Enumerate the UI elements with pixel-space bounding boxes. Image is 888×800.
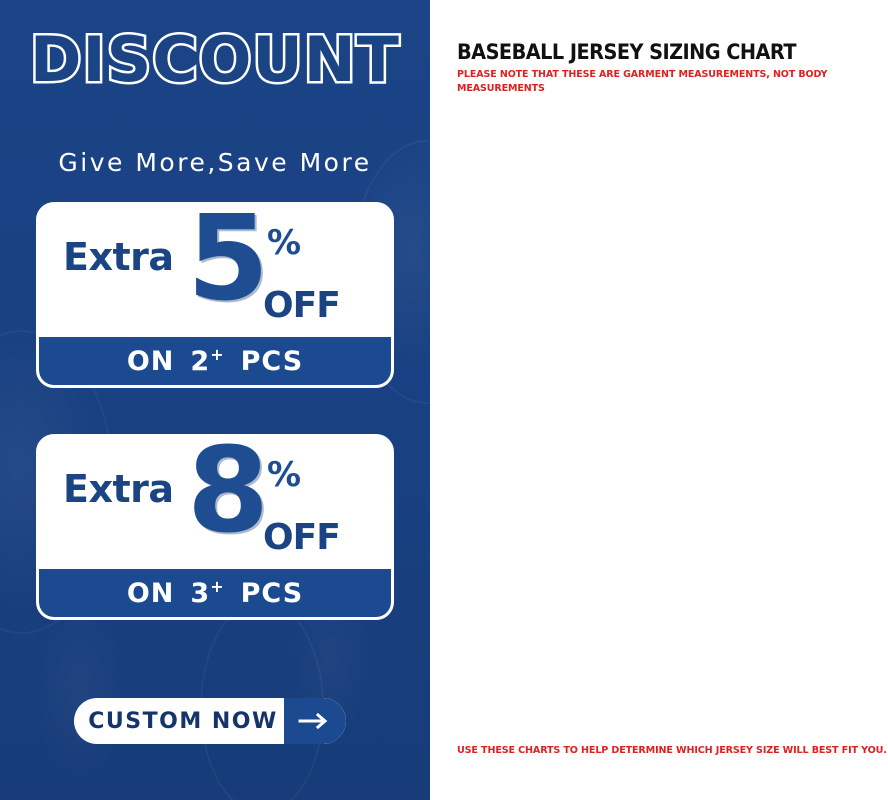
offer-card-body: Extra 8 % OFF xyxy=(39,437,391,569)
offer-condition-bar: ON 3+ PCS xyxy=(39,569,391,617)
offer-off-label: OFF xyxy=(263,517,341,558)
offer-card-body: Extra 5 % OFF xyxy=(39,205,391,337)
offer-card-5-percent[interactable]: Extra 5 % OFF ON 2+ PCS xyxy=(36,202,394,388)
chart-disclaimer-note: PLEASE NOTE THAT THESE ARE GARMENT MEASU… xyxy=(457,69,828,94)
custom-now-label: CUSTOM NOW xyxy=(88,708,278,734)
custom-now-button[interactable]: CUSTOM NOW xyxy=(74,698,346,744)
offer-quantity: 2+ xyxy=(190,345,224,377)
discount-headline: DISCOUNT xyxy=(28,23,402,96)
offer-extra-label: Extra xyxy=(63,235,174,279)
chart-title: BASEBALL JERSEY SIZING CHART xyxy=(457,40,797,64)
offer-percent-symbol: % xyxy=(267,223,302,263)
sizing-chart-panel: BASEBALL JERSEY SIZING CHART PLEASE NOTE… xyxy=(430,0,888,800)
offer-quantity: 3+ xyxy=(190,577,224,609)
offer-quantity-value: 2 xyxy=(190,346,211,377)
offer-quantity-value: 3 xyxy=(190,578,211,609)
chart-footer-note: USE THESE CHARTS TO HELP DETERMINE WHICH… xyxy=(457,745,887,756)
offer-condition-prefix: ON xyxy=(126,345,175,377)
offer-extra-label: Extra xyxy=(63,467,174,511)
offer-quantity-plus: + xyxy=(210,345,225,364)
offer-amount: 5 xyxy=(187,202,270,327)
offer-condition-suffix: PCS xyxy=(240,345,304,377)
offer-condition-bar: ON 2+ PCS xyxy=(39,337,391,385)
offer-amount: 8 xyxy=(187,434,270,559)
discount-subheadline: Give More,Save More xyxy=(58,148,372,177)
offer-off-label: OFF xyxy=(263,285,341,326)
offer-condition-prefix: ON xyxy=(126,577,175,609)
offer-quantity-plus: + xyxy=(210,577,225,596)
discount-promo-panel: DISCOUNT Give More,Save More Extra 5 % O… xyxy=(0,0,430,800)
arrow-right-icon xyxy=(284,698,346,744)
offer-condition-suffix: PCS xyxy=(240,577,304,609)
offer-card-8-percent[interactable]: Extra 8 % OFF ON 3+ PCS xyxy=(36,434,394,620)
offer-percent-symbol: % xyxy=(267,455,302,495)
